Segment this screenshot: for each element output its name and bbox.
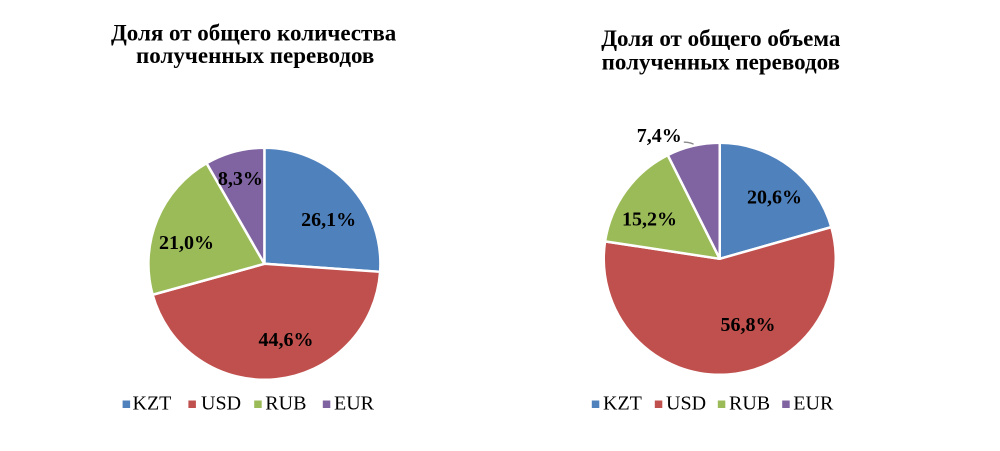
svg-text:8,3%: 8,3% [218,168,263,190]
svg-text:RUB: RUB [729,393,770,415]
svg-text:Доля от общего объема: Доля от общего объема [601,26,841,51]
svg-text:56,8%: 56,8% [721,314,776,336]
svg-text:EUR: EUR [793,393,834,415]
svg-text:20,6%: 20,6% [747,187,802,209]
svg-text:Доля от общего количества: Доля от общего количества [111,21,397,46]
svg-text:полученных переводов: полученных переводов [136,43,374,68]
svg-text:USD: USD [666,393,706,415]
svg-text:21,0%: 21,0% [159,232,214,254]
svg-text:полученных переводов: полученных переводов [602,50,840,75]
svg-text:7,4%: 7,4% [637,125,682,147]
svg-text:KZT: KZT [603,393,642,415]
svg-text:KZT: KZT [133,393,172,415]
svg-text:44,6%: 44,6% [259,329,314,351]
svg-text:EUR: EUR [334,393,375,415]
svg-text:15,2%: 15,2% [622,209,677,231]
svg-text:26,1%: 26,1% [301,209,356,231]
svg-text:RUB: RUB [265,393,306,415]
svg-text:USD: USD [201,393,241,415]
